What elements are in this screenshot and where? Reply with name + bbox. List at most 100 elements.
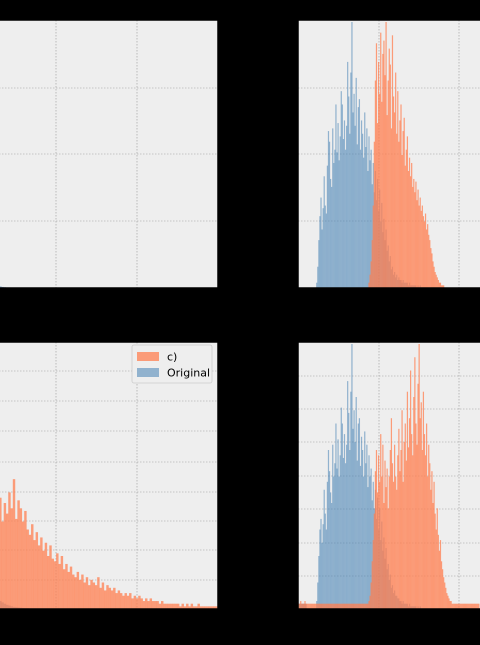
bar-c [370, 582, 372, 609]
bar-c [172, 603, 175, 609]
bar-c [323, 603, 325, 609]
bar-c [42, 550, 45, 609]
bar-c [402, 131, 404, 288]
bar-original [337, 123, 339, 288]
bar-c [403, 442, 405, 609]
bar-c [129, 593, 132, 609]
bar-original [366, 444, 368, 609]
bar-c [396, 133, 398, 288]
bar-c [446, 593, 448, 609]
bar-c [353, 603, 355, 609]
bar-c [197, 603, 200, 609]
bar-c [407, 170, 410, 288]
bar-c [51, 558, 54, 609]
bar-c [390, 418, 393, 609]
bar-c [380, 32, 382, 288]
bar-original [336, 468, 338, 609]
bar-c [365, 603, 367, 609]
bar-c [414, 192, 416, 288]
bar-c [379, 93, 381, 288]
bar-c [390, 128, 393, 288]
bar-c [387, 80, 389, 288]
bar-c [85, 577, 89, 609]
bar-c [352, 603, 354, 609]
bar-original [324, 513, 326, 609]
bar-c [99, 587, 102, 609]
bar-c [438, 550, 441, 609]
bar-c [472, 603, 475, 609]
bar-c [381, 476, 383, 609]
bar-c [439, 540, 442, 609]
bar-c [97, 577, 100, 609]
series-c [0, 479, 218, 609]
bar-c [426, 229, 428, 288]
bar-original [363, 157, 365, 288]
panel-bottom-right [297, 341, 480, 610]
bar-c [119, 593, 123, 609]
bar-original [370, 149, 372, 288]
bar-c [124, 593, 127, 609]
bar-c [465, 603, 467, 609]
bar-c [399, 471, 401, 609]
bar-c [402, 481, 404, 609]
bar-c [397, 91, 399, 288]
bar-original [320, 197, 322, 288]
series-c [368, 22, 445, 288]
bar-c [392, 481, 395, 609]
bar-c [364, 603, 366, 609]
bar-c [312, 603, 315, 609]
bar-original [362, 450, 364, 609]
bar-c [396, 489, 398, 609]
bar-c [431, 253, 433, 288]
bar-c [422, 391, 425, 609]
bar-original [326, 165, 329, 288]
bar-c [440, 561, 443, 609]
bar-c [468, 603, 470, 609]
bar-c [342, 603, 345, 609]
bar-c [375, 450, 378, 609]
bar-c [469, 603, 471, 609]
bar-original [358, 99, 361, 288]
series-c [298, 344, 480, 609]
bar-c [47, 556, 50, 609]
bar-original [317, 582, 319, 609]
bar-c [439, 282, 442, 288]
bar-original [333, 476, 335, 609]
bar-c [8, 492, 11, 609]
bar-original [321, 542, 323, 609]
bar-c [379, 481, 381, 609]
bar-c [376, 123, 379, 288]
bar-c [415, 181, 417, 288]
bar-c [126, 595, 130, 609]
bar-c [331, 603, 333, 609]
bar-c [328, 603, 331, 609]
bar-c [351, 603, 353, 609]
bar-c [385, 487, 387, 609]
bar-original [324, 205, 326, 288]
bar-original [359, 149, 362, 288]
bar-original [360, 436, 363, 609]
bar-c [192, 606, 196, 609]
bar-c [378, 61, 380, 288]
bar-c [165, 603, 168, 609]
bar-c [391, 35, 394, 288]
bar-c [443, 577, 445, 609]
bar-original [358, 418, 361, 609]
bar-c [324, 603, 326, 609]
bar-original [344, 463, 347, 609]
bar-original [352, 112, 354, 288]
bar-c [366, 603, 368, 609]
bar-c [44, 542, 48, 609]
bar-c [435, 274, 437, 288]
bar-c [363, 603, 365, 609]
bar-c [349, 603, 351, 609]
bar-original [339, 455, 341, 609]
bar-c [403, 117, 405, 288]
bar-c [149, 598, 153, 609]
bar-c [346, 603, 348, 609]
bar-c [338, 603, 340, 609]
bar-c [117, 590, 121, 609]
bar-c [355, 603, 357, 609]
bar-c [405, 460, 407, 609]
bar-original [354, 442, 356, 609]
